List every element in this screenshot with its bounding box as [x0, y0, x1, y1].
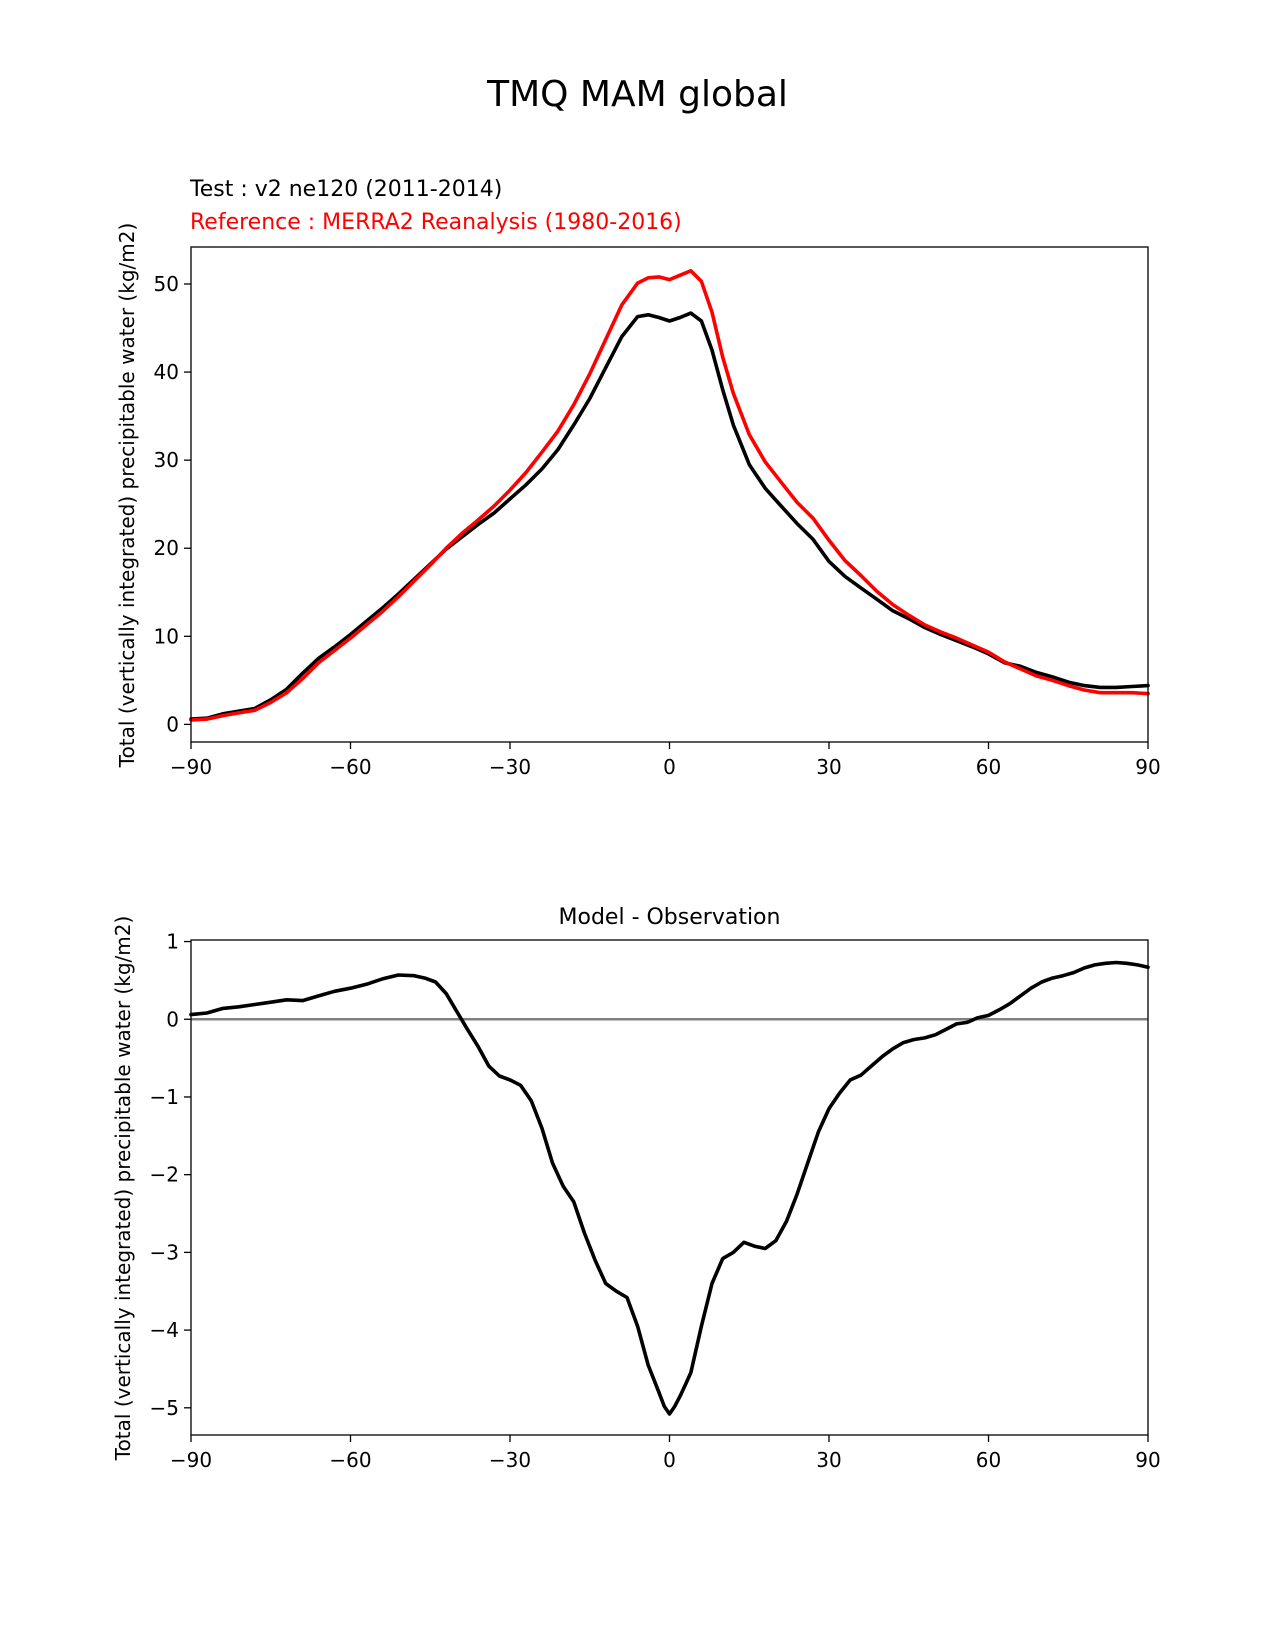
- bottom-series-group: [189, 960, 1150, 1416]
- top-x-tick-label: 0: [663, 755, 676, 779]
- bottom-x-tick-label: 30: [816, 1448, 841, 1472]
- bottom-y-tick-label: −3: [150, 1240, 179, 1264]
- top-y-tick-label: 10: [154, 624, 179, 648]
- bottom-y-tick-label: −1: [150, 1085, 179, 1109]
- bottom-plot-frame: [190, 939, 1149, 1436]
- bottom-y-tick-label: 0: [166, 1007, 179, 1031]
- bottom-series-model-observation: [189, 960, 1150, 1416]
- bottom-x-tick-label: −90: [170, 1448, 212, 1472]
- top-y-tick-label: 40: [154, 360, 179, 384]
- top-x-tick-label: 30: [816, 755, 841, 779]
- bottom-x-tick-label: −30: [489, 1448, 531, 1472]
- bottom-x-ticks: −90 −60 −30 0 30 60 90: [170, 1435, 1161, 1472]
- bottom-x-tick-label: 60: [976, 1448, 1001, 1472]
- top-x-tick-label: 60: [976, 755, 1001, 779]
- top-y-tick-label: 20: [154, 536, 179, 560]
- bottom-y-ticks: 1 0 −1 −2 −3 −4 −5: [150, 930, 191, 1420]
- top-x-tick-label: −30: [489, 755, 531, 779]
- bottom-x-tick-label: 0: [663, 1448, 676, 1472]
- top-plot-frame: [190, 246, 1149, 743]
- top-y-tick-label: 50: [154, 272, 179, 296]
- top-x-tick-label: −90: [170, 755, 212, 779]
- top-y-tick-label: 30: [154, 448, 179, 472]
- bottom-y-axis-label: Total (vertically integrated) precipitab…: [111, 916, 135, 1462]
- figure-title: TMQ MAM global: [487, 74, 788, 115]
- bottom-x-tick-label: 90: [1135, 1448, 1160, 1472]
- bottom-y-tick-label: −4: [150, 1318, 179, 1342]
- bottom-y-tick-label: −5: [150, 1396, 179, 1420]
- bottom-panel: Model - Observation Total (vertically in…: [111, 905, 1161, 1472]
- bottom-y-tick-label: −2: [150, 1163, 179, 1187]
- top-x-ticks: −90 −60 −30 0 30 60 90: [170, 742, 1161, 779]
- bottom-title: Model - Observation: [559, 905, 781, 930]
- bottom-y-tick-label: 1: [166, 930, 179, 954]
- top-x-tick-label: 90: [1135, 755, 1160, 779]
- top-y-ticks: 0 10 20 30 40 50: [154, 272, 191, 736]
- top-series-reference: [189, 268, 1150, 722]
- top-series-test: [189, 311, 1150, 721]
- reference-label: Reference : MERRA2 Reanalysis (1980-2016…: [190, 210, 682, 235]
- top-x-tick-label: −60: [329, 755, 371, 779]
- top-panel: Test : v2 ne120 (2011-2014) Reference : …: [115, 177, 1161, 779]
- test-label: Test : v2 ne120 (2011-2014): [189, 177, 502, 202]
- bottom-x-tick-label: −60: [329, 1448, 371, 1472]
- top-y-tick-label: 0: [166, 712, 179, 736]
- top-series-group: [189, 268, 1150, 722]
- top-y-axis-label: Total (vertically integrated) precipitab…: [115, 223, 139, 769]
